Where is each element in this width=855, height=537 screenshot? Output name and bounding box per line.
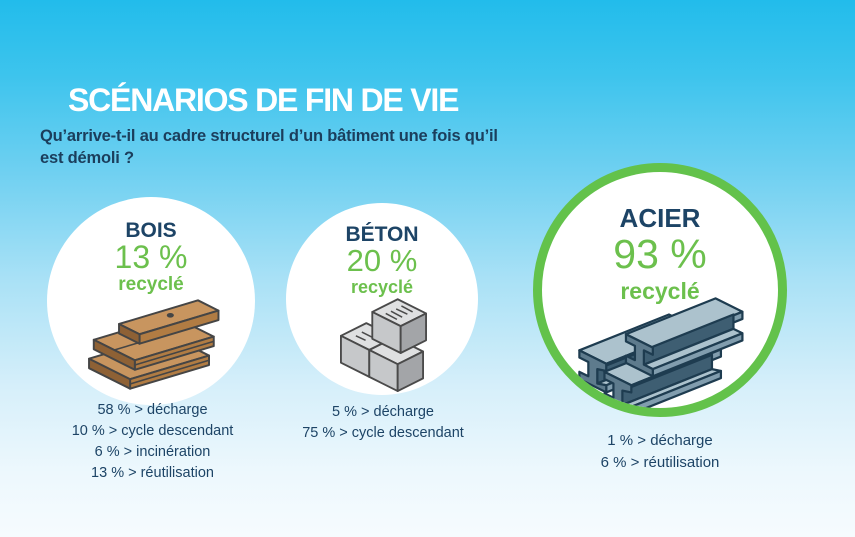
- material-recycled-label: recyclé: [350, 277, 414, 297]
- stat-line: 75 % > cycle descendant: [302, 425, 464, 441]
- material-stats-acier: 1 % > décharge 6 % > réutilisation: [535, 430, 785, 474]
- page-subtitle: Qu’arrive-t-il au cadre structurel d’un …: [40, 127, 498, 167]
- material-percent: 13 %: [114, 239, 188, 275]
- material-recycled-label: recyclé: [118, 274, 184, 295]
- material-card-beton: BÉTON 20 % recyclé: [286, 203, 478, 395]
- concrete-blocks-icon: [340, 298, 427, 393]
- material-card-bois: BOIS 13 % recyclé: [47, 197, 255, 405]
- stat-line: 10 % > cycle descendant: [71, 423, 234, 439]
- steel-i-beams-icon: [578, 297, 744, 408]
- material-name: BÉTON: [345, 223, 419, 246]
- stat-line: 13 % > réutilisation: [91, 465, 214, 481]
- material-percent: 20 %: [346, 243, 418, 278]
- material-name: BOIS: [125, 219, 177, 242]
- stat-line: 5 % > décharge: [332, 404, 434, 420]
- stat-line: 58 % > décharge: [97, 402, 208, 418]
- stat-line: 6 % > incinération: [94, 444, 211, 460]
- material-stats-beton: 5 % > décharge 75 % > cycle descendant: [268, 402, 498, 444]
- material-card-acier: ACIER 93 % recyclé: [533, 163, 787, 417]
- material-stats-bois: 58 % > décharge 10 % > cycle descendant …: [30, 400, 275, 484]
- material-name: ACIER: [619, 203, 701, 233]
- page-title: SCÉNARIOS DE FIN DE VIE: [68, 82, 459, 118]
- material-recycled-label: recyclé: [620, 278, 700, 304]
- material-percent: 93 %: [613, 231, 707, 277]
- wood-planks-icon: [88, 299, 220, 390]
- stat-line: 1 % > décharge: [607, 432, 713, 449]
- stat-line: 6 % > réutilisation: [600, 454, 720, 471]
